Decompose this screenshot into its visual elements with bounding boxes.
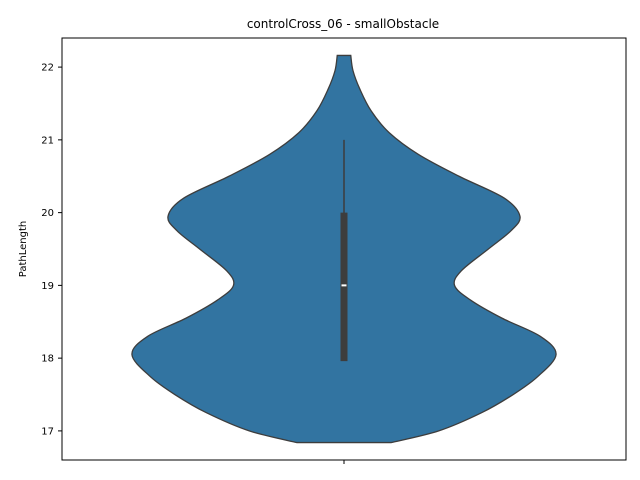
y-tick-label: 19 [41, 281, 54, 292]
y-tick-label: 21 [41, 135, 54, 146]
plot-area [61, 37, 627, 461]
y-axis-label: PathLength [18, 221, 29, 277]
y-tick-label: 18 [41, 354, 54, 365]
y-axis: 17 18 19 20 21 22 [41, 63, 62, 437]
y-tick-label: 22 [41, 63, 54, 74]
y-tick-label: 17 [41, 426, 54, 437]
y-tick-label: 20 [41, 208, 54, 219]
iqr-box [340, 212, 348, 362]
chart-title: controlCross_06 - smallObstacle [247, 17, 439, 31]
